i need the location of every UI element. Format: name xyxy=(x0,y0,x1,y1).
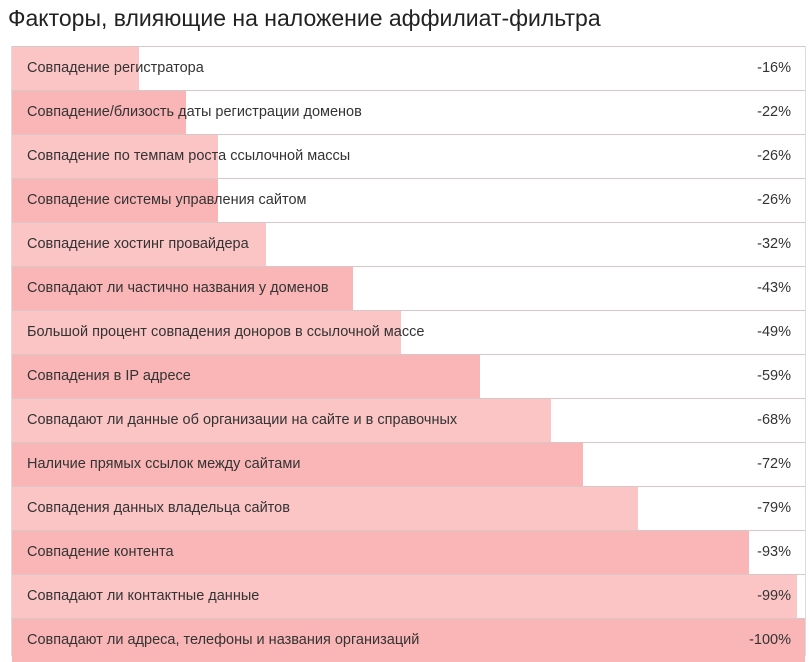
bar-row: Совпадают ли данные об организации на са… xyxy=(12,398,805,442)
bar xyxy=(12,487,638,530)
bar xyxy=(12,355,480,398)
category-label: Совпадение хостинг провайдера xyxy=(27,236,249,252)
chart-title: Факторы, влияющие на наложение аффилиат-… xyxy=(8,5,601,31)
bar xyxy=(12,47,139,90)
bar xyxy=(12,223,266,266)
category-label: Совпадают ли частично названия у доменов xyxy=(27,280,329,296)
bar-row: Совпадение/близость даты регистрации дом… xyxy=(12,90,805,134)
bar-row: Большой процент совпадения доноров в ссы… xyxy=(12,310,805,354)
category-label: Совпадают ли контактные данные xyxy=(27,588,260,604)
bar xyxy=(12,135,218,178)
category-label: Совпадение контента xyxy=(27,544,174,560)
value-label: -49% xyxy=(757,324,791,340)
bar-row: Совпадают ли адреса, телефоны и названия… xyxy=(12,618,805,662)
bar xyxy=(12,311,401,354)
value-label: -79% xyxy=(757,500,791,516)
value-label: -93% xyxy=(757,544,791,560)
bar xyxy=(12,619,805,662)
category-label: Совпадают ли адреса, телефоны и названия… xyxy=(27,632,420,648)
bar-row: Совпадают ли контактные данные -99% xyxy=(12,574,805,618)
value-label: -26% xyxy=(757,148,791,164)
value-label: -100% xyxy=(749,632,791,648)
bar xyxy=(12,267,353,310)
bar xyxy=(12,443,583,486)
bar-row: Совпадают ли частично названия у доменов… xyxy=(12,266,805,310)
value-label: -43% xyxy=(757,280,791,296)
bar xyxy=(12,91,186,134)
category-label: Совпадение регистратора xyxy=(27,60,204,76)
value-label: -32% xyxy=(757,236,791,252)
value-label: -59% xyxy=(757,368,791,384)
bar-chart: Совпадение регистратора -16% Совпадение/бл… xyxy=(11,46,806,662)
bar xyxy=(12,575,797,618)
category-label: Совпадение/близость даты регистрации дом… xyxy=(27,104,362,120)
bar-row: Совпадения данных владельца сайтов -79% xyxy=(12,486,805,530)
category-label: Совпадения в IP адресе xyxy=(27,368,191,384)
category-label: Совпадение системы управления сайтом xyxy=(27,192,307,208)
category-label: Совпадают ли данные об организации на са… xyxy=(27,412,458,428)
category-label: Наличие прямых ссылок между сайтами xyxy=(27,456,301,472)
bar-row: Совпадение по темпам роста ссылочной мас… xyxy=(12,134,805,178)
value-label: -26% xyxy=(757,192,791,208)
bar xyxy=(12,399,551,442)
bar-row: Совпадение контента -93% xyxy=(12,530,805,574)
bar xyxy=(12,179,218,222)
value-label: -99% xyxy=(757,588,791,604)
value-label: -68% xyxy=(757,412,791,428)
bar-row: Совпадения в IP адресе -59% xyxy=(12,354,805,398)
bar-row: Совпадение регистратора -16% xyxy=(12,46,805,90)
bar xyxy=(12,531,749,574)
value-label: -72% xyxy=(757,456,791,472)
value-label: -22% xyxy=(757,104,791,120)
category-label: Совпадение по темпам роста ссылочной мас… xyxy=(27,148,351,164)
value-label: -16% xyxy=(757,60,791,76)
category-label: Большой процент совпадения доноров в ссы… xyxy=(27,324,425,340)
bar-row: Наличие прямых ссылок между сайтами -72% xyxy=(12,442,805,486)
bar-row: Совпадение системы управления сайтом -26% xyxy=(12,178,805,222)
category-label: Совпадения данных владельца сайтов xyxy=(27,500,290,516)
bar-row: Совпадение хостинг провайдера -32% xyxy=(12,222,805,266)
